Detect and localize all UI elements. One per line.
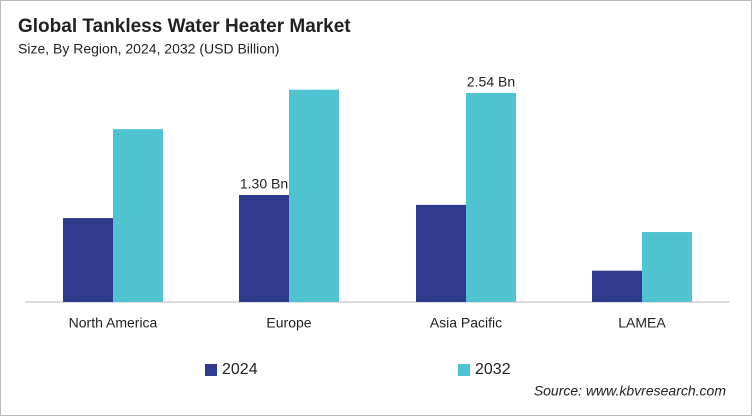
bar	[239, 195, 289, 302]
x-tick-label: Asia Pacific	[430, 315, 502, 331]
chart-title: Global Tankless Water Heater Market	[18, 16, 351, 37]
bar	[466, 92, 516, 302]
bar	[592, 270, 642, 302]
bar	[416, 204, 466, 302]
chart-subtitle: Size, By Region, 2024, 2032 (USD Billion…	[18, 41, 279, 57]
source: Source: www.kbvresearch.com	[534, 383, 727, 399]
bar	[642, 232, 692, 302]
legend-swatch	[205, 364, 217, 376]
legend-label: 2024	[222, 361, 258, 378]
legend-swatch	[458, 364, 470, 376]
data-label: 1.30 Bn	[240, 176, 288, 192]
x-tick-label: North America	[69, 315, 158, 331]
bar	[289, 89, 339, 302]
x-tick-label: Europe	[266, 315, 311, 331]
legend-label: 2032	[475, 361, 511, 378]
data-label: 2.54 Bn	[467, 74, 515, 90]
bar	[113, 129, 163, 302]
bar	[63, 218, 113, 302]
x-tick-label: LAMEA	[618, 315, 666, 331]
